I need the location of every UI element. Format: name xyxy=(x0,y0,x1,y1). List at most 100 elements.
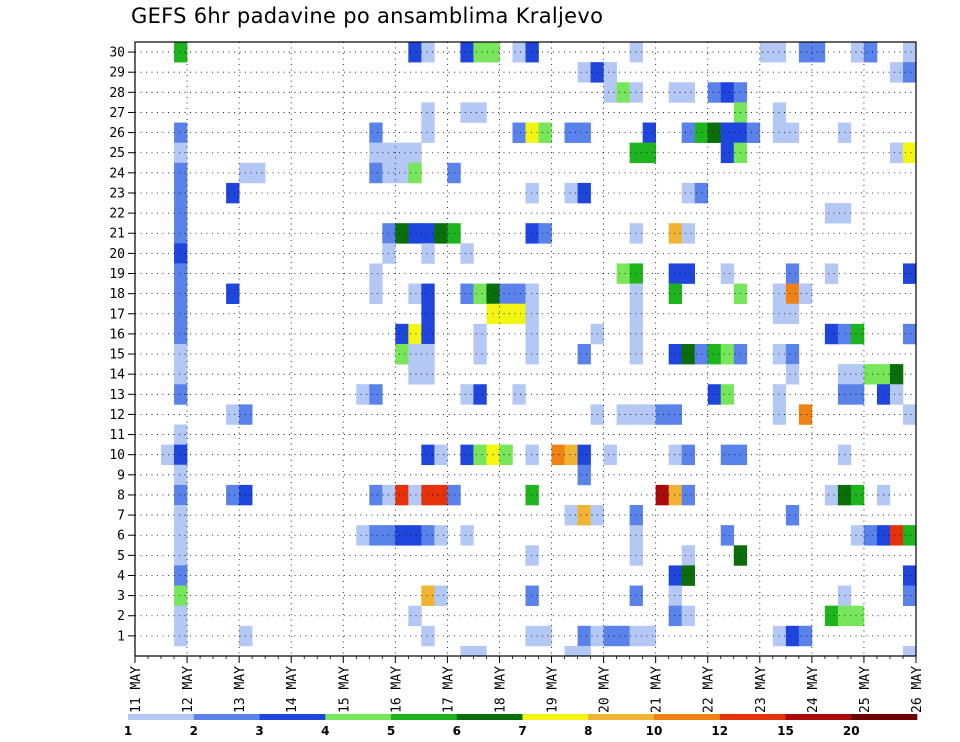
heatmap-cell xyxy=(824,323,839,345)
heatmap-cell xyxy=(421,323,435,345)
heatmap-cell xyxy=(785,122,800,143)
heatmap-cell xyxy=(577,62,591,83)
heatmap-cell xyxy=(369,525,383,546)
colorbar-segment xyxy=(128,714,195,720)
heatmap-cell xyxy=(395,343,409,365)
heatmap-cell xyxy=(421,484,435,506)
heatmap-cell xyxy=(174,585,188,606)
heatmap-cell xyxy=(577,122,591,143)
heatmap-cell xyxy=(473,645,487,657)
x-tick-label: 16 MAY xyxy=(389,666,404,713)
heatmap-cell xyxy=(174,484,188,506)
colorbar-label: 12 xyxy=(711,724,728,738)
heatmap-cell xyxy=(707,343,722,365)
y-tick-label: 18 xyxy=(109,287,125,302)
heatmap-cell xyxy=(395,162,409,184)
heatmap-cell xyxy=(720,122,735,143)
y-tick-label: 1 xyxy=(117,629,125,644)
heatmap-cell xyxy=(174,203,188,224)
heatmap-cell xyxy=(850,605,865,627)
y-tick-label: 29 xyxy=(109,66,125,81)
heatmap-cell xyxy=(577,464,591,486)
heatmap-cell xyxy=(421,444,435,466)
heatmap-cell xyxy=(473,102,487,123)
heatmap-cell xyxy=(174,444,188,466)
heatmap-cell xyxy=(642,142,656,164)
x-tick-label: 25 MAY xyxy=(858,666,873,713)
heatmap-cell xyxy=(174,384,188,405)
heatmap-cell xyxy=(525,545,539,566)
heatmap-cell xyxy=(460,102,474,123)
heatmap-cell xyxy=(174,223,188,244)
heatmap-cell xyxy=(226,182,240,204)
heatmap-cell xyxy=(434,525,448,546)
heatmap-cell xyxy=(577,505,591,526)
heatmap-cell xyxy=(421,102,435,123)
heatmap-cell xyxy=(525,303,539,325)
heatmap-cell xyxy=(460,525,474,546)
heatmap-cell xyxy=(421,585,435,606)
heatmap-cell xyxy=(460,243,474,264)
heatmap-cell xyxy=(434,484,448,506)
heatmap-cell xyxy=(434,585,448,606)
heatmap-cell xyxy=(460,283,474,304)
heatmap-cell xyxy=(850,484,865,506)
grid-lines xyxy=(135,42,916,656)
heatmap-cell xyxy=(889,384,904,405)
colorbar-segment xyxy=(456,714,523,720)
heatmap-cell xyxy=(408,364,422,385)
x-tick-label: 20 MAY xyxy=(598,666,613,713)
heatmap-cell xyxy=(863,525,878,546)
heatmap-cell xyxy=(707,384,722,405)
heatmap-cell xyxy=(850,42,865,63)
heatmap-cell xyxy=(785,283,800,304)
heatmap-cell xyxy=(902,645,917,657)
heatmap-cell xyxy=(408,162,422,184)
heatmap-cell xyxy=(174,505,188,526)
x-tick-label: 21 MAY xyxy=(650,666,665,713)
heatmap-cell xyxy=(902,42,917,63)
heatmap-cell xyxy=(746,122,761,143)
heatmap-cell xyxy=(356,384,370,405)
colorbar-segment xyxy=(588,714,655,720)
colorbar-label: 15 xyxy=(777,724,794,738)
x-tick-label: 14 MAY xyxy=(285,666,300,713)
heatmap-cell xyxy=(174,122,188,143)
heatmap-cell xyxy=(538,122,552,143)
heatmap-cell xyxy=(785,343,800,365)
heatmap-cell xyxy=(720,384,735,405)
heatmap-cell xyxy=(668,82,682,103)
chart-title: GEFS 6hr padavine po ansamblima Kraljevo xyxy=(131,4,604,28)
colorbar-segment xyxy=(391,714,458,720)
heatmap-cell xyxy=(174,625,188,647)
heatmap-cell xyxy=(421,625,435,647)
x-tick-label: 19 MAY xyxy=(546,666,561,713)
heatmap-cell xyxy=(512,122,526,143)
heatmap-cell xyxy=(564,122,578,143)
colorbar: 1 2 3 4 5 6 7 8 10 12 15 20 xyxy=(124,714,918,738)
heatmap-cell xyxy=(564,444,578,466)
heatmap-cell xyxy=(421,343,435,365)
heatmap-cell xyxy=(473,42,487,63)
heatmap-cell xyxy=(902,525,917,546)
heatmap-cell xyxy=(512,303,526,325)
heatmap-cell xyxy=(681,444,696,466)
heatmap-cell xyxy=(174,182,188,204)
heatmap-cell xyxy=(434,223,448,244)
heatmap-cell xyxy=(850,384,865,405)
heatmap-cell xyxy=(681,565,696,586)
heatmap-cell xyxy=(616,625,630,647)
heatmap-cell xyxy=(798,283,813,304)
heatmap-cell xyxy=(759,42,774,63)
heatmap-cell xyxy=(785,303,800,325)
heatmap-cell xyxy=(174,243,188,264)
heatmap-cell xyxy=(174,464,188,486)
heatmap-cell xyxy=(902,565,917,586)
y-tick-label: 27 xyxy=(109,106,125,121)
colorbar-label: 4 xyxy=(321,724,329,738)
heatmap-cell xyxy=(174,364,188,385)
y-tick-label: 26 xyxy=(109,126,125,141)
x-tick-label: 22 MAY xyxy=(702,666,717,713)
heatmap-cell xyxy=(460,384,474,405)
heatmap-cell xyxy=(538,223,552,244)
